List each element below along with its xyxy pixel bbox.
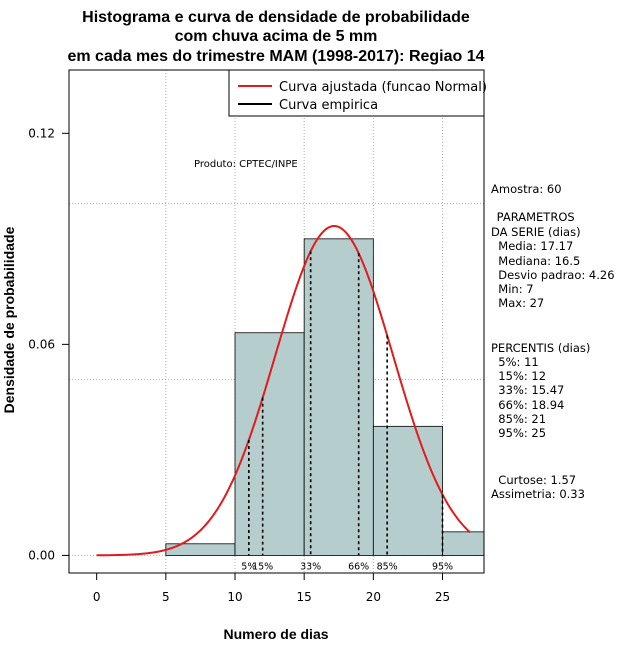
stat-skewness: Assimetria: 0.33 [491, 487, 585, 501]
stat-p5: 5%: 11 [491, 355, 539, 369]
x-tick-label-1: 5 [162, 590, 170, 604]
percentile-label-2: 33% [300, 561, 321, 572]
x-tick-label-2: 10 [227, 590, 242, 604]
axes: 0 5 10 15 20 25 0.00 0.06 0.12 [28, 69, 485, 604]
stat-mean: Media: 17.17 [491, 239, 573, 253]
chart-title-line-2: com chuva acima de 5 mm [175, 28, 378, 45]
stat-percentiles-heading: PERCENTIS (dias) [491, 341, 590, 355]
percentile-label-4: 85% [377, 561, 398, 572]
fitted-curve-line [96, 225, 471, 557]
histogram-bar-3 [372, 425, 443, 556]
stat-p33: 33%: 15.47 [491, 383, 564, 397]
histogram-bar-2 [303, 238, 374, 556]
legend-label-fit: Curva ajustada (funcao Normal) [279, 80, 487, 95]
stat-p95: 95%: 25 [491, 426, 546, 440]
y-axis-label: Densidade de probabilidade [1, 226, 17, 413]
stat-median: Mediana: 16.5 [491, 254, 580, 268]
x-tick-label-3: 15 [297, 590, 312, 604]
percentile-label-5: 95% [432, 561, 453, 572]
chart-title-line-3: em cada mes do trimestre MAM (1998-2017)… [67, 48, 484, 65]
histogram-bar-4 [442, 531, 485, 556]
percentile-label-0: 5% [241, 561, 256, 572]
x-tick-label-0: 0 [93, 590, 101, 604]
histogram-bar-1 [234, 332, 305, 556]
stat-params-heading: PARAMETROS [493, 210, 575, 224]
stat-p15: 15%: 12 [491, 369, 546, 383]
stat-p85: 85%: 21 [491, 412, 546, 426]
stat-params-subheading: DA SERIE (dias) [491, 225, 581, 239]
percentile-label-1: 15% [252, 561, 273, 572]
stat-kurtosis: Curtose: 1.57 [491, 473, 576, 487]
percentile-label-3: 66% [348, 561, 369, 572]
chart-title-line-1: Histograma e curva de densidade de proba… [82, 9, 470, 26]
y-tick-label-1: 0.06 [28, 337, 55, 351]
percentile-markers: 5%15% 33% 66% 85% 95% [241, 251, 453, 572]
stat-p66: 66%: 18.94 [491, 398, 564, 412]
legend: Curva ajustada (funcao Normal) Curva emp… [228, 69, 487, 117]
stat-sd: Desvio padrao: 4.26 [491, 268, 615, 282]
histogram-bars [165, 238, 485, 556]
y-tick-label-0: 0.00 [28, 548, 55, 562]
x-tick-label-4: 20 [366, 590, 381, 604]
credit-label: Produto: CPTEC/INPE [194, 159, 298, 170]
stat-min: Min: 7 [491, 282, 534, 296]
x-tick-label-5: 25 [435, 590, 450, 604]
legend-label-empirical: Curva empirica [279, 98, 378, 113]
stat-max: Max: 27 [491, 296, 544, 310]
stats-panel: Amostra: 60 PARAMETROS DA SERIE (dias) M… [491, 182, 615, 501]
fitted-curve [96, 225, 471, 557]
stat-sample: Amostra: 60 [491, 182, 562, 196]
legend-box [228, 69, 485, 117]
y-tick-label-2: 0.12 [28, 126, 55, 140]
x-axis-label: Numero de dias [223, 626, 328, 642]
